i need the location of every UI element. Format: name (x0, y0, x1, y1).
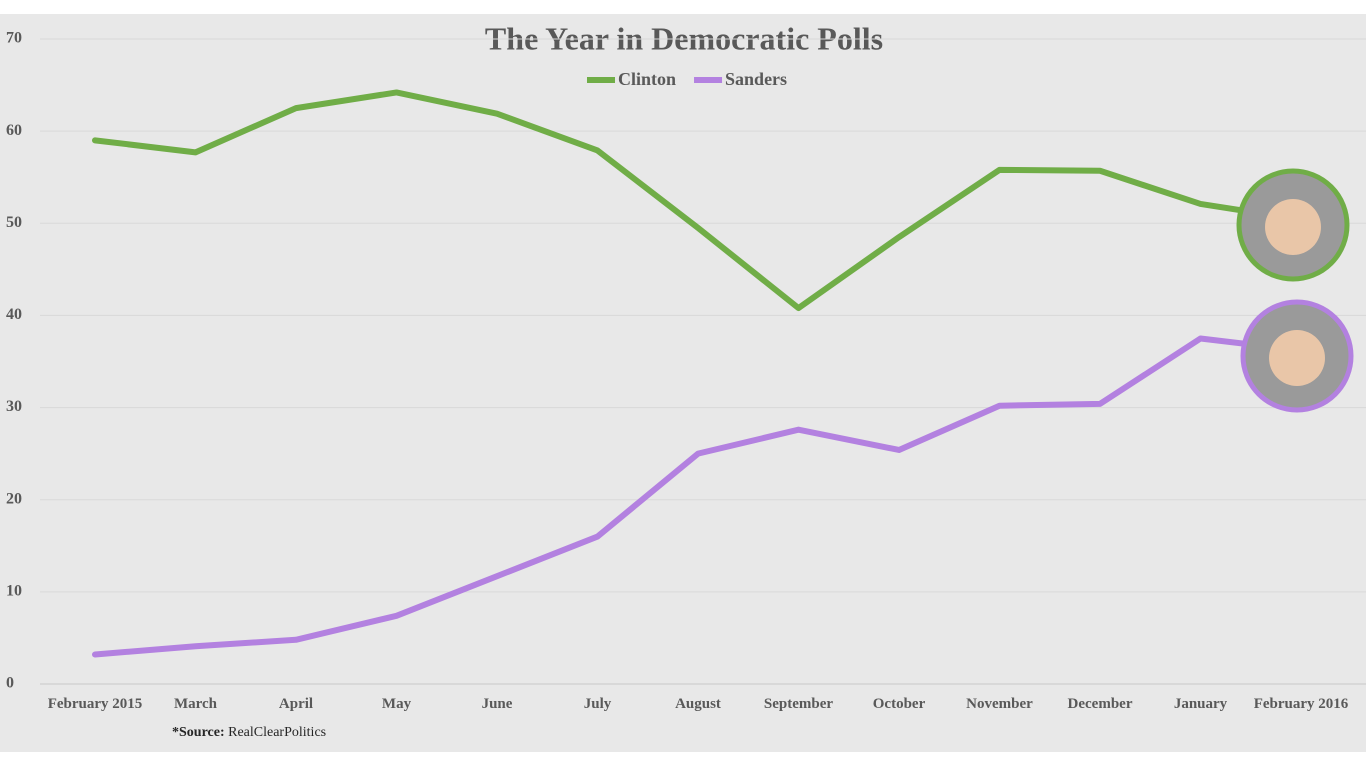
x-tick-label: February 2015 (47, 696, 143, 712)
x-tick-label: July (583, 696, 612, 712)
y-tick-label: 30 (6, 398, 22, 415)
x-tick-label: November (966, 696, 1033, 712)
y-tick-label: 70 (6, 30, 22, 47)
x-tick-label: May (381, 696, 412, 712)
x-tick-label: September (763, 696, 834, 712)
y-tick-label: 50 (6, 214, 22, 231)
grid (40, 38, 1366, 685)
legend-label: Sanders (725, 69, 787, 89)
x-tick-label: March (173, 696, 218, 712)
portrait-face (1265, 199, 1321, 255)
x-tick-label: April (278, 696, 314, 712)
x-tick-label: August (675, 696, 721, 712)
portrait-face (1269, 330, 1325, 386)
x-tick-label: October (872, 696, 926, 712)
y-tick-label: 10 (6, 583, 22, 600)
series-line (92, 89, 1304, 312)
y-tick-label: 20 (6, 490, 22, 507)
x-tick-label: December (1067, 696, 1133, 712)
chart-title: The Year in Democratic Polls (485, 20, 883, 56)
y-tick-label: 60 (6, 122, 22, 139)
x-tick-label: January (1173, 696, 1228, 712)
source-label: *Source: (172, 725, 225, 740)
series-line (92, 335, 1304, 658)
x-tick-label: February 2016 (1253, 696, 1349, 712)
plot-background (0, 14, 1366, 752)
y-tick-label: 0 (6, 675, 14, 692)
y-tick-label: 40 (6, 306, 22, 323)
source: RealClearPolitics (228, 725, 327, 740)
x-tick-label: June (481, 696, 513, 712)
legend-label: Clinton (618, 69, 676, 89)
source-note: *Source: RealClearPolitics (172, 725, 326, 741)
